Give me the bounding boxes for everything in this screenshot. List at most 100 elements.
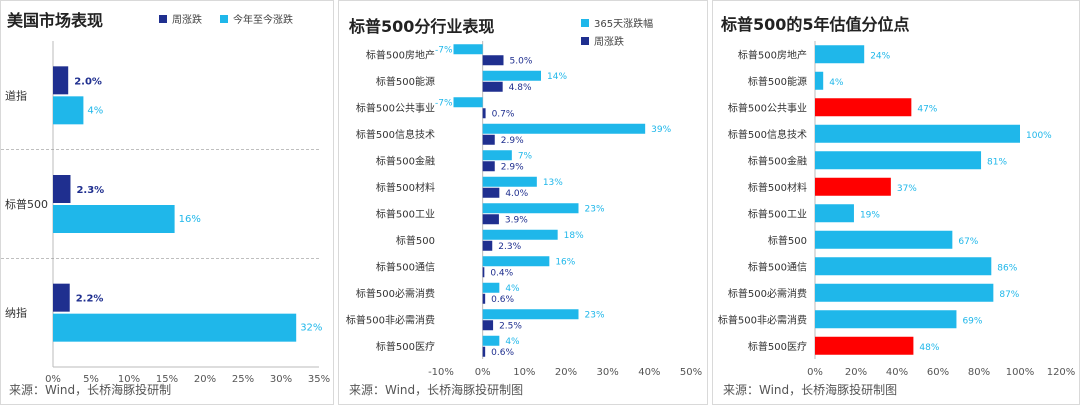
category-label: 标普500必需消费 [728, 287, 807, 300]
data-label-weekly: 0.6% [491, 295, 514, 305]
bar-365d [453, 97, 483, 108]
data-label-365d: 7% [518, 151, 533, 161]
category-label: 标普500金融 [748, 154, 807, 167]
data-label-365d: 39% [651, 125, 671, 135]
bar-weekly [482, 214, 499, 225]
x-tick-label: 20% [845, 367, 867, 378]
legend-swatch-ytd [220, 14, 228, 23]
bar-valuation [815, 45, 865, 64]
bar-365d [482, 150, 512, 161]
category-label: 标普500 [396, 234, 435, 247]
category-label: 标普500信息技术 [728, 128, 807, 141]
bar-weekly [53, 175, 71, 203]
bar-valuation [815, 151, 982, 170]
bar-ytd [53, 205, 175, 233]
source-note: 来源：Wind，长桥海豚投研制图 [723, 383, 898, 397]
legend-weekly: 周涨跌 [159, 11, 202, 26]
data-label-valuation: 4% [829, 78, 844, 88]
category-label: 标普500材料 [376, 181, 435, 194]
x-tick-label: 25% [232, 374, 254, 385]
legend-swatch-weekly [581, 36, 589, 45]
bar-valuation [815, 71, 824, 90]
category-label: 道指 [5, 88, 27, 102]
bar-365d [482, 203, 579, 214]
data-label-valuation: 47% [917, 104, 937, 114]
chart-title: 标普500的5年估值分位点 [721, 15, 910, 34]
data-label-valuation: 87% [999, 290, 1019, 300]
x-tick-label: 15% [156, 374, 178, 385]
data-label-valuation: 19% [860, 210, 880, 220]
sp500-valuation-panel: 标普500的5年估值分位点 0% 20% 40% 60% 80% 100% 120% 标普50… [712, 0, 1080, 405]
bar-weekly [482, 161, 495, 172]
bar-365d [482, 282, 500, 293]
category-label: 标普500医疗 [376, 340, 435, 353]
x-tick-label: 60% [927, 367, 949, 378]
data-label-weekly: 2.5% [499, 321, 522, 331]
x-tick-label: 40% [886, 367, 908, 378]
bar-365d [482, 176, 537, 187]
category-label: 标普500工业 [748, 207, 807, 220]
bar-ytd [53, 313, 297, 342]
bar-weekly [482, 346, 486, 357]
category-label: 标普500能源 [376, 75, 435, 88]
bar-weekly [482, 293, 486, 304]
sp500-valuation-chart: 0% 20% 40% 60% 80% 100% 120% 标普500房地产 24% 标普500能源… [718, 41, 1075, 378]
data-label-365d: 18% [564, 231, 584, 241]
bar-weekly [53, 66, 69, 95]
bar-valuation [815, 230, 953, 249]
sp500-sector-panel: 标普500分行业表现 365天涨跌幅 周涨跌 -10% 0% 10% 20% 30% 40… [338, 0, 708, 405]
data-label-365d: 16% [555, 257, 575, 267]
category-label: 标普500公共事业 [728, 101, 807, 114]
bar-weekly [482, 55, 504, 66]
chart-title: 标普500分行业表现 [349, 17, 495, 36]
chart-title: 美国市场表现 [7, 11, 104, 30]
data-label-weekly: 2.3% [76, 185, 104, 196]
x-tick-label: 100% [1006, 367, 1035, 378]
x-tick-label: 0% [807, 367, 823, 378]
bar-365d [453, 44, 483, 55]
legend-label-ytd: 今年至今涨跌 [233, 15, 293, 26]
data-label-valuation: 86% [997, 263, 1017, 273]
legend-swatch-weekly [159, 14, 167, 23]
data-label-365d: 4% [505, 284, 520, 294]
data-label-365d: -7% [435, 98, 453, 108]
data-label-weekly: 3.9% [505, 215, 528, 225]
data-label-ytd: 32% [300, 323, 322, 334]
category-label: 标普500金融 [376, 154, 435, 167]
data-label-valuation: 81% [987, 157, 1007, 167]
x-tick-label: 40% [638, 367, 660, 378]
bar-valuation [815, 283, 994, 302]
data-label-ytd: 16% [179, 214, 201, 225]
data-label-365d: 14% [547, 72, 567, 82]
category-label: 标普500房地产 [366, 48, 435, 61]
legend: 周涨跌 今年至今涨跌 [159, 11, 293, 29]
x-tick-label: 30% [270, 374, 292, 385]
bar-valuation [815, 177, 891, 196]
category-label: 标普500非必需消费 [346, 313, 435, 326]
bar-weekly [482, 320, 494, 331]
category-label: 标普500工业 [376, 207, 435, 220]
x-tick-label: 80% [968, 367, 990, 378]
legend-label-weekly: 周涨跌 [172, 15, 202, 26]
data-label-weekly: 2.0% [74, 76, 102, 87]
x-tick-label: 30% [597, 367, 619, 378]
legend-weekly: 周涨跌 [581, 33, 653, 48]
category-label: 标普500医疗 [748, 340, 807, 353]
category-label: 标普500非必需消费 [718, 313, 807, 326]
source-note: 来源：Wind，长桥海豚投研制图 [349, 383, 524, 397]
data-label-valuation: 24% [870, 51, 890, 61]
category-label: 标普500房地产 [738, 48, 807, 61]
legend-swatch-ytd [581, 18, 589, 27]
bar-365d [482, 309, 579, 320]
bar-valuation [815, 336, 914, 355]
category-label: 标普500能源 [748, 75, 807, 88]
bar-valuation [815, 310, 957, 329]
data-label-weekly: 4.8% [509, 83, 532, 93]
data-label-weekly: 2.9% [501, 136, 524, 146]
category-label: 标普500 [768, 234, 807, 247]
us-market-chart: 0% 5% 10% 15% 20% 25% 30% 35% 道指 2.0% 4% 标普500 2.3% 1… [1, 41, 330, 385]
bar-weekly [482, 134, 495, 145]
x-tick-label: 20% [555, 367, 577, 378]
bar-weekly [482, 81, 503, 92]
bar-365d [482, 70, 541, 81]
